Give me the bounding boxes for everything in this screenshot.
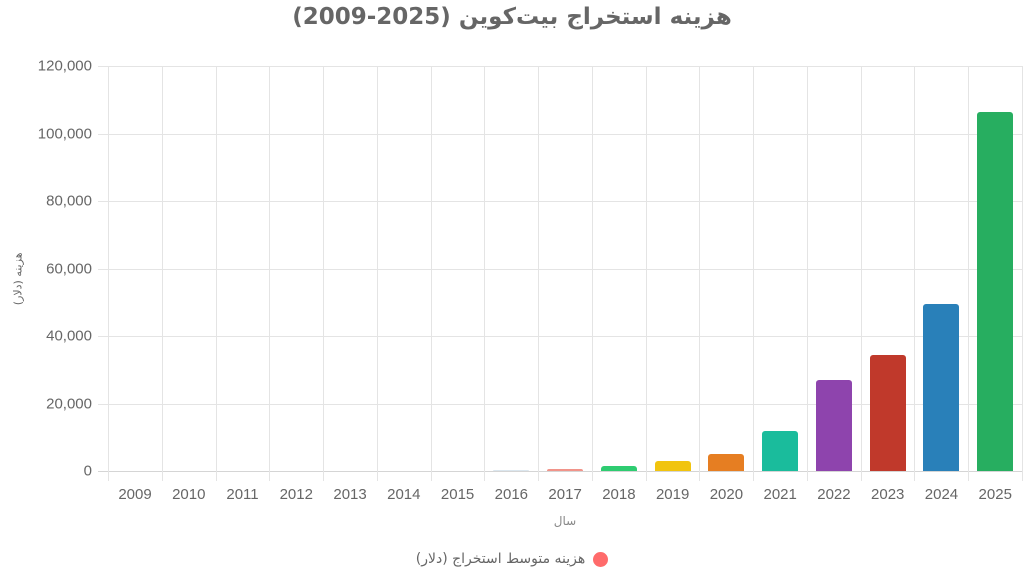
y-tick-label: 20,000	[46, 395, 92, 412]
y-tick-label: 120,000	[37, 57, 92, 75]
x-gridline	[431, 66, 432, 481]
x-gridline	[108, 66, 109, 481]
bar-2025[interactable]	[977, 111, 1014, 471]
legend-swatch-icon[interactable]	[593, 551, 609, 567]
x-tick-label: 2021	[763, 486, 797, 503]
x-tick-label: 2022	[817, 486, 851, 503]
x-tick-label: 2025	[978, 486, 1012, 503]
bar-2024[interactable]	[923, 303, 960, 471]
bar-2018[interactable]	[600, 465, 637, 471]
bar-2019[interactable]	[654, 460, 691, 471]
bar-2016[interactable]	[493, 470, 530, 471]
x-gridline	[162, 66, 163, 481]
x-gridline	[323, 66, 324, 481]
x-tick-label: 2012	[279, 486, 313, 503]
x-gridline	[699, 66, 700, 481]
x-gridline	[861, 66, 862, 481]
x-tick-label: 2011	[226, 486, 259, 503]
y-gridline	[98, 201, 1022, 202]
x-gridline	[484, 66, 485, 481]
x-axis-label: سال	[553, 514, 577, 528]
x-tick-label: 2015	[440, 486, 475, 503]
plot-area: 0 20,000 40,000 60,000 80,000 100,000 120,000 2…	[38, 58, 1023, 503]
x-gridline	[538, 66, 539, 481]
y-gridline	[98, 268, 1022, 270]
x-tick-label: 2018	[602, 486, 636, 503]
x-tick-label: 2009	[118, 486, 152, 503]
legend[interactable]: هزینه متوسط استخراج (دلار)	[0, 551, 1024, 567]
x-tick-label: 2010	[172, 486, 206, 503]
x-gridline	[968, 66, 969, 481]
y-tick-label: 80,000	[46, 192, 92, 210]
x-tick-label: 2016	[494, 486, 529, 503]
bar-2022[interactable]	[815, 379, 852, 471]
bar-2017[interactable]	[547, 468, 583, 471]
x-tick-label: 2024	[924, 486, 959, 503]
x-gridline	[592, 66, 593, 481]
bar-2023[interactable]	[869, 354, 906, 471]
x-gridline	[1022, 66, 1023, 481]
y-tick-label: 40,000	[46, 327, 92, 345]
x-gridline	[807, 66, 808, 481]
x-tick-label: 2013	[333, 486, 367, 503]
x-tick-label: 2014	[387, 486, 421, 503]
y-tick-label: 0	[83, 462, 92, 480]
x-tick-label: 2020	[709, 486, 744, 503]
x-gridline	[914, 66, 915, 481]
x-gridline	[377, 66, 378, 481]
x-tick-label: 2019	[655, 486, 690, 503]
x-gridline	[753, 66, 754, 481]
y-tick-label: 100,000	[37, 125, 92, 142]
bar-2020[interactable]	[708, 454, 745, 471]
x-tick-label: 2023	[871, 486, 905, 503]
y-gridline	[98, 336, 1022, 337]
bar-2021[interactable]	[762, 430, 799, 471]
legend-label[interactable]: هزینه متوسط استخراج (دلار)	[415, 551, 586, 567]
y-tick-label: 60,000	[46, 260, 92, 277]
y-gridline	[98, 471, 1022, 472]
y-gridline	[98, 66, 1022, 67]
x-gridline	[646, 66, 647, 481]
x-gridline	[269, 66, 270, 481]
x-gridline	[216, 66, 217, 481]
y-gridline	[98, 133, 1022, 135]
x-tick-label: 2017	[548, 486, 582, 503]
y-gridline	[98, 403, 1022, 405]
chart-title: هزینه استخراج بیت‌کوین (2025-2009)	[292, 4, 732, 30]
